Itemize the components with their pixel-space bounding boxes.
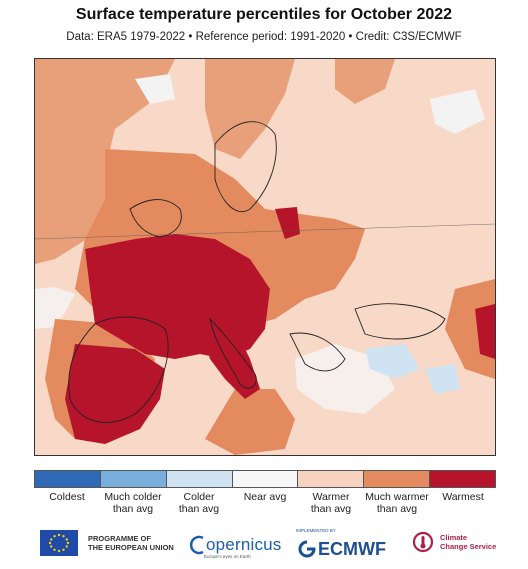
copernicus-logo: opernicus Europe's eyes on Earth [188, 530, 282, 560]
legend-label-warmer: Warmer than avg [310, 491, 352, 515]
north-much-warmer [335, 59, 395, 104]
legend-label-coldest: Coldest [49, 491, 85, 503]
map-canvas [35, 59, 495, 455]
legend-label-colder: Colder than avg [178, 491, 220, 515]
legend-swatch-much-colder [100, 471, 167, 487]
balkans-outline [289, 332, 346, 372]
legend-label-much-warmer: Much warmer than avg [365, 491, 429, 515]
black-sea-outline [354, 303, 446, 340]
eu-programme-text: PROGRAMME OF THE EUROPEAN UNION [88, 534, 174, 552]
legend-swatch-colder [166, 471, 233, 487]
legend-color-bar [34, 470, 496, 488]
ecmwf-wordmark: ECMWF [318, 538, 386, 559]
turkey-colder [365, 344, 420, 379]
scandinavia-outline [214, 121, 277, 212]
legend-labels: Coldest Much colder than avg Colder than… [34, 491, 496, 515]
logo-strip: PROGRAMME OF THE EUROPEAN UNION opernicu… [0, 526, 528, 562]
iberia-outline [68, 316, 169, 423]
legend-label-near-avg: Near avg [243, 491, 287, 503]
c3s-text: Climate Change Service [440, 533, 497, 551]
copernicus-tagline: Europe's eyes on Earth [204, 554, 251, 559]
italy-warmest [200, 319, 260, 399]
temperature-map [34, 58, 496, 456]
border-line [35, 223, 495, 240]
map-subtitle: Data: ERA5 1979-2022 • Reference period:… [66, 31, 462, 43]
legend-swatch-warmer [298, 471, 365, 487]
east-colder [425, 364, 460, 394]
legend-swatch-near-avg [232, 471, 299, 487]
eu-flag-icon [40, 530, 78, 556]
legend-swatch-warmest [430, 471, 496, 487]
north-atlantic-near-avg [135, 74, 175, 104]
baltic-warmest [275, 207, 300, 239]
legend-label-much-colder: Much colder than avg [104, 491, 162, 515]
ecmwf-implemented-by: IMPLEMENTED BY [296, 528, 336, 533]
ecmwf-logo: IMPLEMENTED BY ECMWF [296, 528, 386, 560]
atlantic-near-avg [35, 287, 75, 329]
copernicus-c-icon [189, 535, 204, 555]
italy-outline [209, 317, 257, 389]
ecmwf-swirl-icon [298, 540, 316, 558]
eu-logo: PROGRAMME OF THE EUROPEAN UNION [40, 530, 174, 556]
british-isles-outline [129, 199, 182, 238]
map-title: Surface temperature percentiles for Octo… [75, 6, 453, 23]
c3s-emblem-icon [412, 531, 434, 553]
legend-swatch-much-warmer [364, 471, 431, 487]
copernicus-wordmark: opernicus [206, 535, 282, 554]
c3s-logo: Climate Change Service [412, 530, 496, 554]
north-africa-much-warmer [205, 389, 295, 455]
scandinavia-much-warmer [205, 59, 295, 159]
legend-label-warmest: Warmest [442, 491, 484, 503]
northeast-near-avg [430, 89, 485, 134]
legend-swatch-coldest [35, 471, 101, 487]
east-warmest [475, 304, 495, 359]
